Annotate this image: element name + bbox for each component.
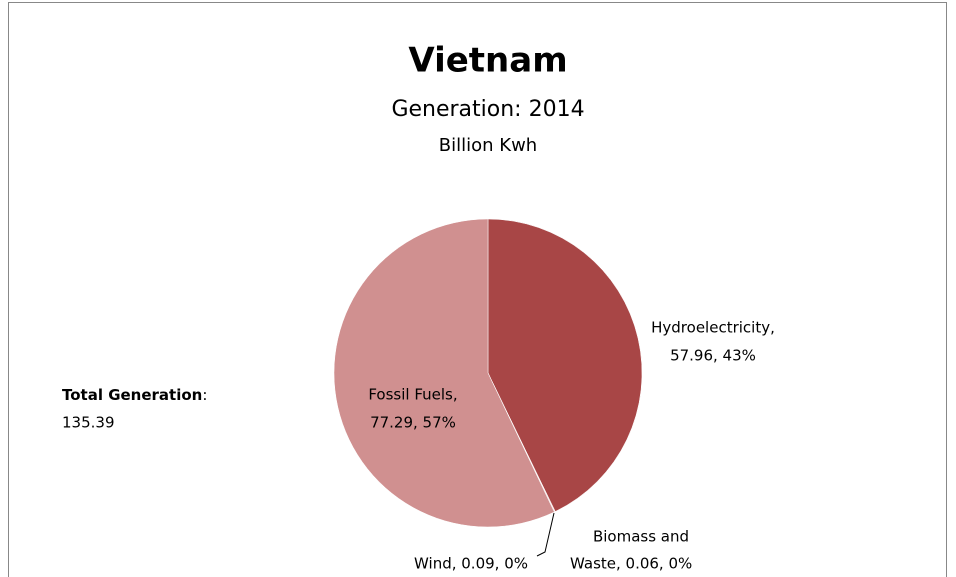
data-label: Hydroelectricity, — [651, 319, 775, 337]
data-label: Fossil Fuels, — [368, 386, 457, 404]
pie-slice — [333, 218, 555, 528]
data-label: 77.29, 57% — [370, 414, 456, 432]
chart-title: Vietnam — [408, 41, 567, 81]
total-value: 135.39 — [62, 414, 115, 432]
data-label: Waste, 0.06, 0% — [570, 555, 692, 573]
total-label: Total Generation: — [62, 386, 207, 404]
unit-label: Billion Kwh — [439, 135, 537, 156]
data-label: Biomass and — [593, 528, 689, 546]
data-label: Wind, 0.09, 0% — [414, 555, 528, 573]
data-label: 57.96, 43% — [670, 347, 756, 365]
pie-slice — [487, 218, 643, 512]
chart-subtitle: Generation: 2014 — [391, 97, 584, 122]
total-punct: : — [202, 386, 207, 404]
total-name: Total Generation — [62, 386, 202, 404]
chart-frame — [8, 2, 947, 577]
leader-line — [536, 512, 555, 557]
